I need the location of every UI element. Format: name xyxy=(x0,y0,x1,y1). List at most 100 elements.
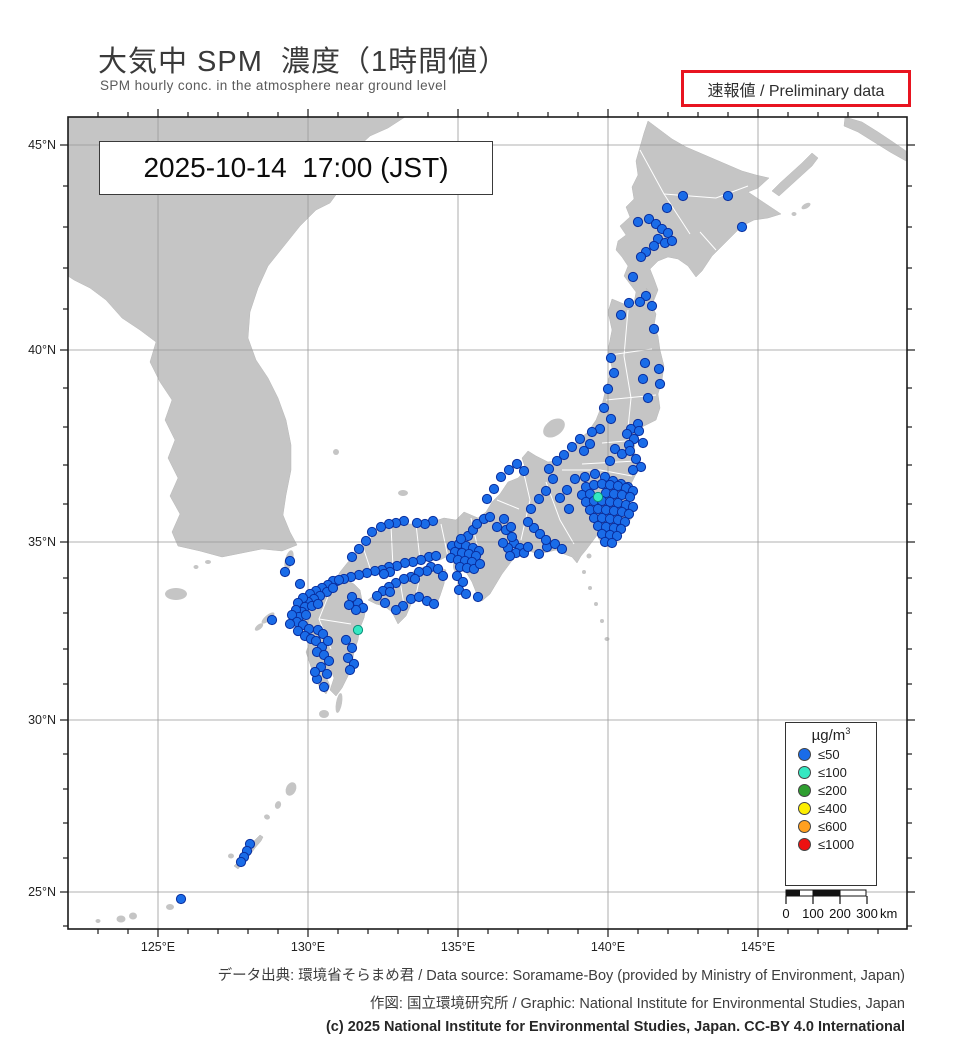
island-goto-2 xyxy=(254,623,264,631)
graticule xyxy=(68,117,907,929)
station-dot-le50 xyxy=(602,383,614,395)
legend-label: ≤1000 xyxy=(818,836,855,852)
station-dot-le50 xyxy=(322,635,334,647)
island-korea-islet-2 xyxy=(193,565,199,569)
station-dot-le50 xyxy=(379,597,391,609)
station-dot-le50 xyxy=(736,221,748,233)
landmass-kuril-kunashiri xyxy=(771,152,819,197)
station-dot-le50 xyxy=(497,537,509,549)
island-ulleung xyxy=(333,449,339,455)
island-korea-islet-1 xyxy=(205,560,211,564)
station-dot-le50 xyxy=(556,543,568,555)
station-dot-le50 xyxy=(378,568,390,580)
island-amami xyxy=(285,782,297,796)
station-dot-le50 xyxy=(518,465,530,477)
station-dot-le50 xyxy=(284,555,296,567)
scale-bar-segment xyxy=(812,889,841,897)
scale-bar-unit: km xyxy=(880,906,897,921)
x-axis-label: 130°E xyxy=(291,940,325,954)
station-dot-le100 xyxy=(352,624,364,636)
scale-bar-segment xyxy=(799,889,814,897)
x-axis-label: 125°E xyxy=(141,940,175,954)
preliminary-data-badge: 速報値 / Preliminary data xyxy=(681,70,911,107)
legend-label: ≤200 xyxy=(818,782,847,798)
prefecture-border-line xyxy=(318,618,352,625)
station-dot-le50 xyxy=(488,483,500,495)
station-dot-le50 xyxy=(633,425,645,437)
y-axis-label: 25°N xyxy=(28,885,56,899)
station-dot-le50 xyxy=(498,513,510,525)
legend-label: ≤400 xyxy=(818,800,847,816)
station-dot-le50 xyxy=(584,438,596,450)
island-jeju xyxy=(165,588,187,600)
island-izu-4 xyxy=(594,602,598,606)
station-dot-le50 xyxy=(484,511,496,523)
legend-color-dot xyxy=(798,747,811,761)
station-dot-le50 xyxy=(525,503,537,515)
station-dot-le50 xyxy=(491,521,503,533)
station-dot-le50 xyxy=(624,445,636,457)
footer-graphic-credit: 作図: 国立環境研究所 / Graphic: National Institut… xyxy=(369,996,905,1012)
station-dot-le50 xyxy=(292,625,304,637)
station-dot-le50 xyxy=(637,437,649,449)
prefecture-border-line xyxy=(562,469,633,477)
footer-copyright: (c) 2025 National Institute for Environm… xyxy=(325,1019,905,1035)
station-dot-le50 xyxy=(350,604,362,616)
station-dot-le50 xyxy=(666,235,678,247)
island-oki xyxy=(398,490,408,496)
station-dot-le50 xyxy=(300,609,312,621)
station-dot-le50 xyxy=(266,614,278,626)
page-title: 大気中 SPM 濃度（1時間値） xyxy=(98,46,509,78)
island-iriomote xyxy=(116,915,126,923)
station-dot-le50 xyxy=(621,428,633,440)
legend-color-dot xyxy=(798,801,811,815)
station-dot-le50 xyxy=(642,392,654,404)
legend-color-dot xyxy=(798,765,811,779)
station-dot-le50 xyxy=(413,591,425,603)
station-dot-le50 xyxy=(558,449,570,461)
station-dot-le50 xyxy=(343,599,355,611)
island-habomai xyxy=(791,212,797,216)
station-dot-le50 xyxy=(409,573,421,585)
station-dot-le50 xyxy=(346,551,358,563)
station-dot-le50 xyxy=(579,471,591,483)
station-dot-le50 xyxy=(398,573,410,585)
legend-row: ≤100 xyxy=(786,763,876,781)
legend-color-dot xyxy=(798,819,811,833)
station-dot-le50 xyxy=(604,455,616,467)
legend-unit-base: µg/m xyxy=(811,727,846,744)
prefecture-border-line xyxy=(545,481,575,545)
scale-bar-segment xyxy=(839,889,867,897)
station-dot-le50 xyxy=(451,570,463,582)
station-dot-le50 xyxy=(318,681,330,693)
y-axis-label: 40°N xyxy=(28,343,56,357)
station-dot-le50 xyxy=(635,251,647,263)
station-dot-le50 xyxy=(474,558,486,570)
station-dot-le50 xyxy=(317,628,329,640)
station-dot-le50 xyxy=(312,598,324,610)
landmass-kuril-iturup xyxy=(843,117,907,162)
station-dot-le50 xyxy=(648,240,660,252)
station-dot-le50 xyxy=(606,537,618,549)
station-dot-le50 xyxy=(640,290,652,302)
prefecture-border-line xyxy=(623,309,632,439)
preliminary-data-label: 速報値 / Preliminary data xyxy=(707,82,885,100)
station-dot-le50 xyxy=(637,373,649,385)
station-dot-le50 xyxy=(353,543,365,555)
station-dot-le50 xyxy=(505,521,517,533)
station-dot-le50 xyxy=(653,363,665,375)
legend-color-dot xyxy=(798,783,811,797)
timestamp-box: 2025-10-14 17:00 (JST) xyxy=(99,141,493,195)
station-dot-le50 xyxy=(309,666,321,678)
scale-bar-label: 300 xyxy=(856,906,878,921)
island-miyako xyxy=(166,904,174,910)
legend-label: ≤100 xyxy=(818,764,847,780)
island-kume xyxy=(228,853,234,859)
station-dot-le50 xyxy=(630,453,642,465)
station-dot-le50 xyxy=(611,530,623,542)
station-dot-le50 xyxy=(561,484,573,496)
prefecture-border-line xyxy=(440,523,449,558)
station-dot-le50 xyxy=(511,458,523,470)
island-izu-oshima xyxy=(586,553,592,559)
